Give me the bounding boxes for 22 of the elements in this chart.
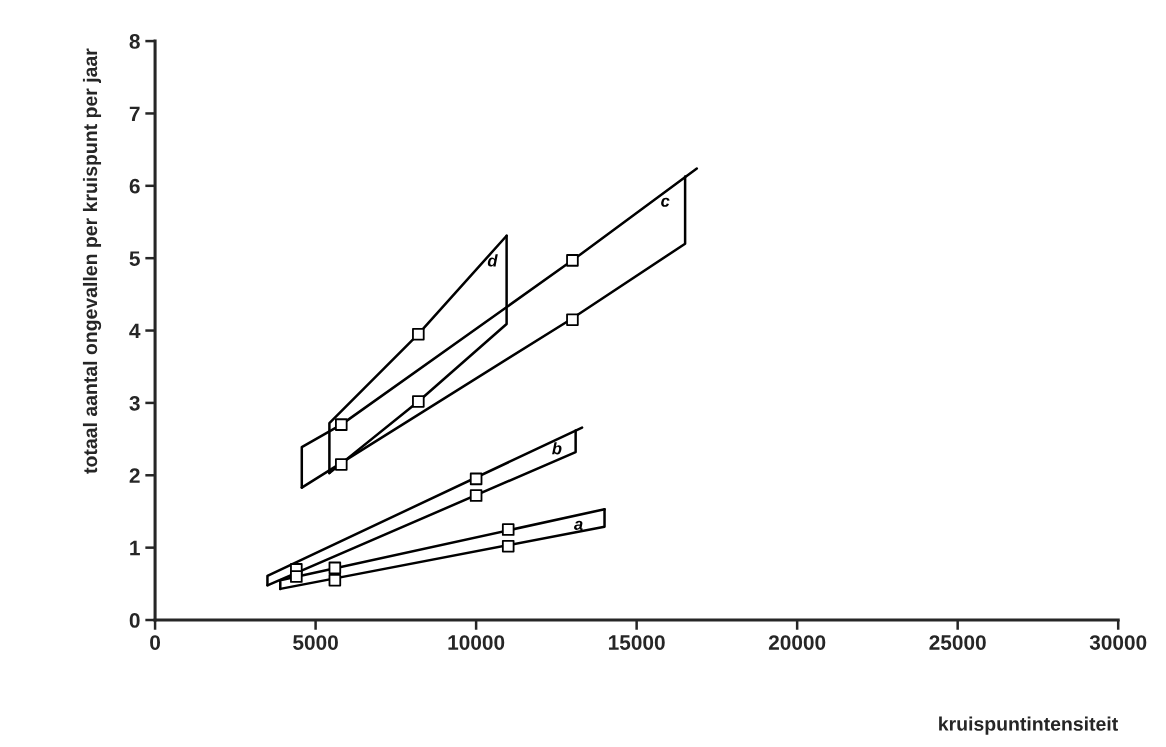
y-tick-label: 4 <box>129 323 141 339</box>
series-label: a <box>574 520 583 530</box>
y-tick-label: 3 <box>129 395 140 411</box>
x-tick-label: 5000 <box>293 635 338 650</box>
y-tick-label: 7 <box>129 106 140 121</box>
y-tick-label: 8 <box>129 34 140 49</box>
y-axis-title: totaal aantal ongevallen per kruispunt per jaar <box>82 48 102 474</box>
x-tick-label: 30000 <box>1089 635 1147 650</box>
y-tick-label: 5 <box>129 251 140 266</box>
x-tick-label: 15000 <box>608 635 665 650</box>
y-tick-label: 6 <box>129 178 140 194</box>
series-label: d <box>487 254 498 267</box>
x-tick-label: 20000 <box>768 635 826 650</box>
series-label: b <box>552 442 562 455</box>
x-tick-label: 0 <box>150 635 161 650</box>
x-axis-title: kruispuntintensiteit <box>939 716 1118 735</box>
x-tick-label: 10000 <box>448 635 505 650</box>
y-tick-label: 2 <box>129 468 140 483</box>
y-tick-label: 1 <box>130 540 140 556</box>
y-tick-label: 0 <box>129 613 140 628</box>
x-tick-label: 25000 <box>929 635 986 650</box>
series-label: c <box>661 197 670 207</box>
